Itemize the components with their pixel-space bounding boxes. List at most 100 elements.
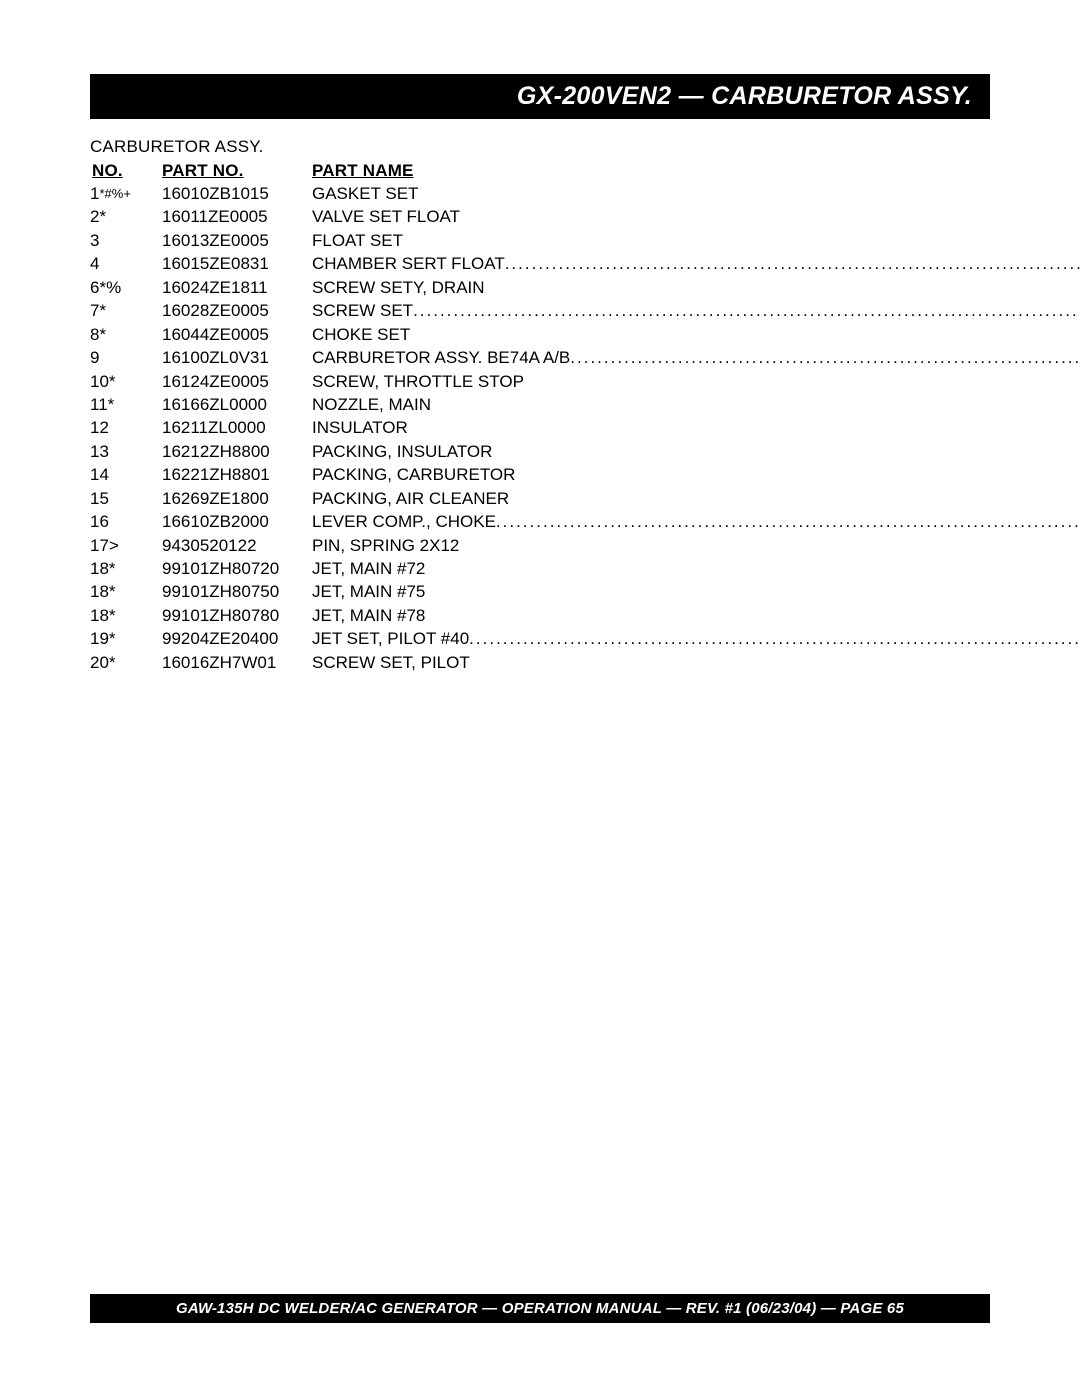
table-row-cell: 20*16016ZH7W01SCREW SET, PILOT1 [90,652,1080,675]
cell-partname: JET, MAIN #75 [312,581,1080,603]
cell-partno: 16211ZL0000 [162,417,312,439]
cell-partname: SCREW, THROTTLE STOP [312,371,1080,393]
cell-partno: 16610ZB2000 [162,511,312,533]
table-body: 1*#%+16010ZB1015GASKET SET12*16011ZE0005… [90,183,1080,675]
cell-no: 12 [90,417,162,439]
col-header-no: NO. [90,161,162,183]
cell-partname: SCREW SETY, DRAIN [312,277,1080,299]
leader-dots [496,511,1080,533]
table-row: 18*99101ZH80780JET, MAIN #781 [90,605,1080,628]
cell-no: 10* [90,371,162,393]
table-row-cell: 1416221ZH8801PACKING, CARBURETOR1 [90,464,1080,487]
leader-dots [469,628,1080,650]
cell-no: 17> [90,535,162,557]
table-row: 1*#%+16010ZB1015GASKET SET1 [90,183,1080,206]
page-container: GX-200VEN2 — CARBURETOR ASSY. CARBURETOR… [0,0,1080,675]
table-row-cell: 1316212ZH8800PACKING, INSULATOR1 [90,441,1080,464]
cell-partno: 16221ZH8801 [162,464,312,486]
table-row-cell: 1216211ZL0000INSULATOR1 [90,417,1080,440]
table-row-cell: 316013ZE0005FLOAT SET1 [90,230,1080,253]
cell-partno: 16011ZE0005 [162,206,312,228]
cell-partno: 99101ZH80720 [162,558,312,580]
cell-no: 19* [90,628,162,650]
cell-partname: PACKING, AIR CLEANER [312,488,1080,510]
cell-partname: LEVER COMP., CHOKE [312,511,496,533]
table-row-cell: 2*16011ZE0005VALVE SET FLOAT1 [90,206,1080,229]
cell-no: 16 [90,511,162,533]
cell-no: 6*% [90,277,162,299]
cell-partno: 16212ZH8800 [162,441,312,463]
cell-partname: FLOAT SET [312,230,1080,252]
cell-partname: JET, MAIN #72 [312,558,1080,580]
table-row-cell: 1616610ZB2000LEVER COMP., CHOKE 1INCLUDE… [90,511,1080,534]
cell-no: 18* [90,581,162,603]
table-row: 8*16044ZE0005CHOKE SET1 [90,324,1080,347]
cell-no: 15 [90,488,162,510]
table-header-row: NO. PART NO. PART NAME QTY. REMARKS [90,161,1080,183]
cell-partno: 99204ZE20400 [162,628,312,650]
cell-no: 2* [90,206,162,228]
table-row: 10*16124ZE0005SCREW, THROTTLE STOP1 [90,371,1080,394]
cell-partname: CHOKE SET [312,324,1080,346]
cell-partname: VALVE SET FLOAT [312,206,1080,228]
table-row: 2*16011ZE0005VALVE SET FLOAT1 [90,206,1080,229]
col-header-partno: PART NO. [162,161,312,183]
cell-no: 4 [90,253,162,275]
table-row: 6*%16024ZE1811SCREW SETY, DRAIN1 [90,277,1080,300]
cell-no: 20* [90,652,162,674]
cell-partno: 16010ZB1015 [162,183,312,205]
table-row: 7*16028ZE0005SCREW SET 1INCLUDES ITEMS W… [90,300,1080,323]
table-row-cell: 1516269ZE1800PACKING, AIR CLEANER1 [90,488,1080,511]
table-row: 916100ZL0V31CARBURETOR ASSY. BE74A A/B 1… [90,347,1080,370]
table-row: 17>9430520122PIN, SPRING 2X121 [90,535,1080,558]
table-row: 1216211ZL0000INSULATOR1 [90,417,1080,440]
table-row-cell: 916100ZL0V31CARBURETOR ASSY. BE74A A/B 1… [90,347,1080,370]
cell-partname: PACKING, INSULATOR [312,441,1080,463]
table-row: 20*16016ZH7W01SCREW SET, PILOT1 [90,652,1080,675]
table-row: 11*16166ZL0000NOZZLE, MAIN1 [90,394,1080,417]
cell-no: 18* [90,605,162,627]
cell-no: 7* [90,300,162,322]
cell-no: 13 [90,441,162,463]
cell-partno: 16124ZE0005 [162,371,312,393]
cell-no: 9 [90,347,162,369]
cell-partname: SCREW SET [312,300,413,322]
table-row-cell: 6*%16024ZE1811SCREW SETY, DRAIN1 [90,277,1080,300]
table-row: 1616610ZB2000LEVER COMP., CHOKE 1INCLUDE… [90,511,1080,534]
cell-partname: CARBURETOR ASSY. BE74A A/B [312,347,570,369]
table-row-cell: 18*99101ZH80780JET, MAIN #781 [90,605,1080,628]
table-row: 1516269ZE1800PACKING, AIR CLEANER1 [90,488,1080,511]
table-row: 1416221ZH8801PACKING, CARBURETOR1 [90,464,1080,487]
page-footer-bar: GAW-135H DC WELDER/AC GENERATOR — OPERAT… [90,1294,990,1323]
table-row-cell: 19*99204ZE20400JET SET, PILOT #40 1INCLU… [90,628,1080,651]
cell-partname: JET SET, PILOT #40 [312,628,469,650]
cell-partname: PACKING, CARBURETOR [312,464,1080,486]
cell-partname: CHAMBER SERT FLOAT [312,253,505,275]
leader-dots [413,300,1080,322]
cell-no: 1*#%+ [90,183,162,205]
cell-partno: 16016ZH7W01 [162,652,312,674]
table-row: 18*99101ZH80750JET, MAIN #751 [90,581,1080,604]
cell-partno: 9430520122 [162,535,312,557]
table-row-cell: 17>9430520122PIN, SPRING 2X121 [90,535,1080,558]
cell-partname: GASKET SET [312,183,1080,205]
cell-partno: 16024ZE1811 [162,277,312,299]
page-title-bar: GX-200VEN2 — CARBURETOR ASSY. [90,74,990,119]
cell-partno: 16015ZE0831 [162,253,312,275]
section-subtitle: CARBURETOR ASSY. [90,137,990,157]
cell-partno: 16013ZE0005 [162,230,312,252]
cell-partname: PIN, SPRING 2X12 [312,535,1080,557]
cell-no: 18* [90,558,162,580]
cell-partno: 16028ZE0005 [162,300,312,322]
table-row: 1316212ZH8800PACKING, INSULATOR1 [90,441,1080,464]
cell-partno: 99101ZH80780 [162,605,312,627]
table-row: 19*99204ZE20400JET SET, PILOT #40 1INCLU… [90,628,1080,651]
table-row: 18*99101ZH80720JET, MAIN #721 [90,558,1080,581]
table-row-cell: 18*99101ZH80750JET, MAIN #751 [90,581,1080,604]
leader-dots [570,347,1080,369]
table-row-cell: 8*16044ZE0005CHOKE SET1 [90,324,1080,347]
table-row-cell: 416015ZE0831CHAMBER SERT FLOAT 1INCLUDES… [90,253,1080,276]
table-row-cell: 11*16166ZL0000NOZZLE, MAIN1 [90,394,1080,417]
cell-partname: JET, MAIN #78 [312,605,1080,627]
cell-partno: 16269ZE1800 [162,488,312,510]
